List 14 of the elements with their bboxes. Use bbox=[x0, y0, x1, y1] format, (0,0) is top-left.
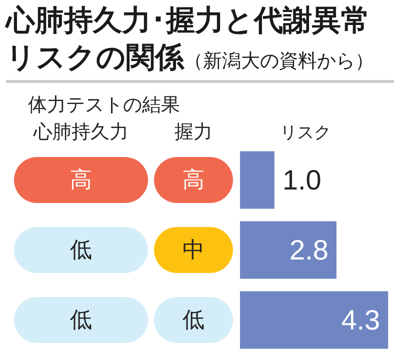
chart-subtitle: （新潟大の資料から） bbox=[184, 50, 374, 72]
pill-badge: 高 bbox=[14, 157, 148, 203]
pill-badge: 中 bbox=[154, 227, 233, 273]
pill-badge: 低 bbox=[14, 297, 148, 343]
data-label: 2.8 bbox=[290, 234, 328, 266]
x-axis-title: リスク bbox=[280, 122, 331, 144]
text: 体力テストの結果 bbox=[28, 93, 180, 118]
text: 握力 bbox=[174, 120, 214, 145]
data-label: 4.3 bbox=[341, 304, 380, 336]
data-label: 1.0 bbox=[282, 164, 322, 196]
pill-badge: 低 bbox=[154, 297, 233, 343]
pill-badge: 高 bbox=[154, 157, 233, 203]
pill-badge: 低 bbox=[14, 227, 148, 273]
text: 心肺持久力 bbox=[32, 120, 130, 145]
